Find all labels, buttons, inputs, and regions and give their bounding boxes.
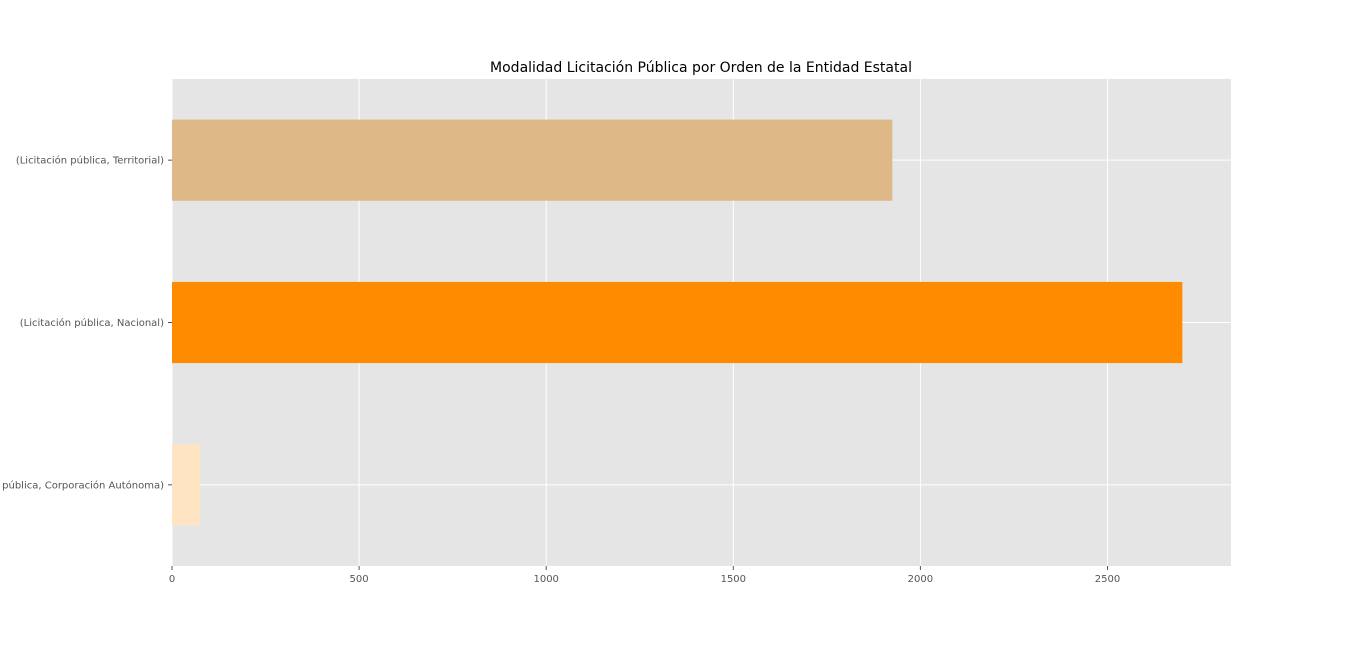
x-tick-label: 2500 bbox=[1095, 574, 1120, 585]
bar bbox=[172, 444, 201, 526]
chart-title: Modalidad Licitación Pública por Orden d… bbox=[490, 60, 912, 76]
y-tick-label: (Licitación pública, Nacional) bbox=[20, 317, 164, 329]
bars bbox=[172, 119, 1183, 526]
y-tick-label: (Licitación pública, Corporación Autónom… bbox=[0, 479, 164, 491]
y-axis-ticks: (Licitación pública, Corporación Autónom… bbox=[0, 155, 172, 491]
x-tick-label: 1000 bbox=[533, 574, 558, 585]
bar bbox=[172, 281, 1183, 364]
x-tick-label: 0 bbox=[169, 574, 175, 585]
x-axis-ticks: 0 500 1000 1500 2000 2500 bbox=[169, 566, 1120, 585]
x-tick-label: 2000 bbox=[908, 574, 933, 585]
y-tick-label: (Licitación pública, Territorial) bbox=[16, 155, 164, 167]
bar bbox=[172, 119, 893, 201]
x-tick-label: 500 bbox=[350, 574, 369, 585]
x-tick-label: 1500 bbox=[721, 574, 746, 585]
